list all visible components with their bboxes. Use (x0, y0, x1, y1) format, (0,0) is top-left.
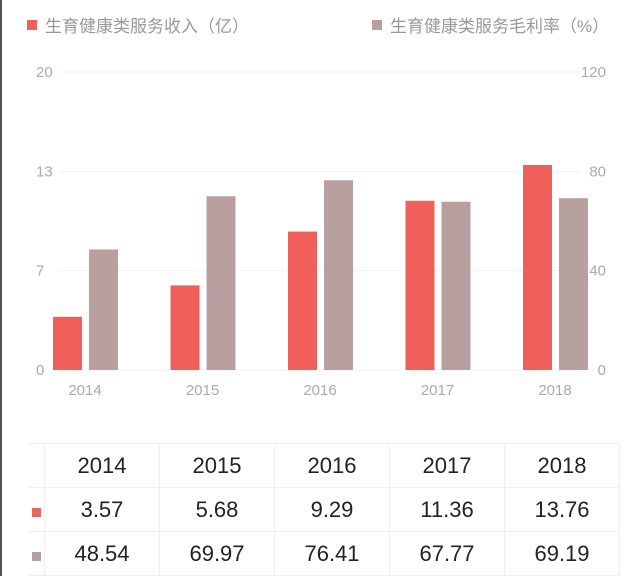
x-axis-tick: 2014 (68, 382, 101, 399)
x-axis-tick: 2017 (421, 382, 454, 399)
revenue-marker-icon (31, 507, 41, 517)
bar-margin (206, 196, 236, 370)
table-cell: 48.54 (44, 531, 160, 576)
table-header-row: 2014 2015 2016 2017 2018 (28, 443, 620, 488)
table-cell: 9.29 (274, 487, 390, 532)
table-cell: 67.77 (389, 531, 505, 576)
table-cell: 5.68 (159, 487, 275, 532)
x-axis-tick: 2015 (186, 382, 219, 399)
legend-swatch-margin (372, 19, 382, 30)
table-cell: 69.19 (504, 531, 620, 576)
legend-label-revenue: 生育健康类服务收入（亿） (45, 17, 249, 36)
left-axis-tick: 0 (36, 362, 44, 379)
table-header: 2014 (44, 443, 160, 488)
left-axis-tick: 7 (36, 263, 44, 280)
bar-margin (441, 201, 471, 370)
table-header: 2018 (504, 443, 620, 488)
bar-revenue (53, 316, 82, 370)
legend-item-revenue: 生育健康类服务收入（亿） (27, 12, 249, 37)
table-header: 2015 (159, 443, 275, 488)
table-cell: 3.57 (44, 487, 160, 532)
legend-item-margin: 生育健康类服务毛利率（%） (372, 12, 609, 37)
table-cell: 11.36 (389, 487, 505, 532)
bar-revenue (405, 200, 435, 370)
x-axis-tick: 2018 (538, 382, 571, 399)
bar-revenue (170, 285, 200, 370)
row-marker (28, 531, 45, 576)
bar-margin (89, 249, 118, 370)
bar-chart: 0 0 7 40 13 80 20 120 2014 2015 2016 2017 2018 (36, 64, 606, 399)
table-cell: 13.76 (504, 487, 620, 532)
left-axis-tick: 13 (36, 163, 53, 180)
legend-swatch-revenue (27, 19, 37, 30)
right-axis-tick: 40 (589, 263, 606, 280)
table-cell: 76.41 (274, 531, 390, 576)
right-axis-tick: 80 (589, 163, 606, 180)
right-axis-tick: 0 (598, 362, 606, 379)
legend-label-margin: 生育健康类服务毛利率（%） (390, 17, 610, 36)
left-edge-border (0, 0, 2, 576)
bar-revenue (288, 231, 317, 370)
right-axis-tick: 120 (581, 64, 606, 81)
bar-margin (559, 198, 588, 370)
margin-marker-icon (31, 551, 41, 561)
table-corner (28, 443, 45, 488)
bar-revenue (523, 164, 552, 370)
table-cell: 69.97 (159, 531, 275, 576)
row-marker (28, 487, 45, 532)
bar-margin (324, 180, 353, 370)
data-table: 2014 2015 2016 2017 2018 3.57 5.68 9.29 … (28, 443, 620, 576)
table-header: 2016 (274, 443, 390, 488)
table-row-revenue: 3.57 5.68 9.29 11.36 13.76 (28, 487, 620, 532)
x-axis-tick: 2016 (303, 382, 336, 399)
table-row-margin: 48.54 69.97 76.41 67.77 69.19 (28, 531, 620, 576)
left-axis-tick: 20 (36, 64, 53, 81)
table-header: 2017 (389, 443, 505, 488)
